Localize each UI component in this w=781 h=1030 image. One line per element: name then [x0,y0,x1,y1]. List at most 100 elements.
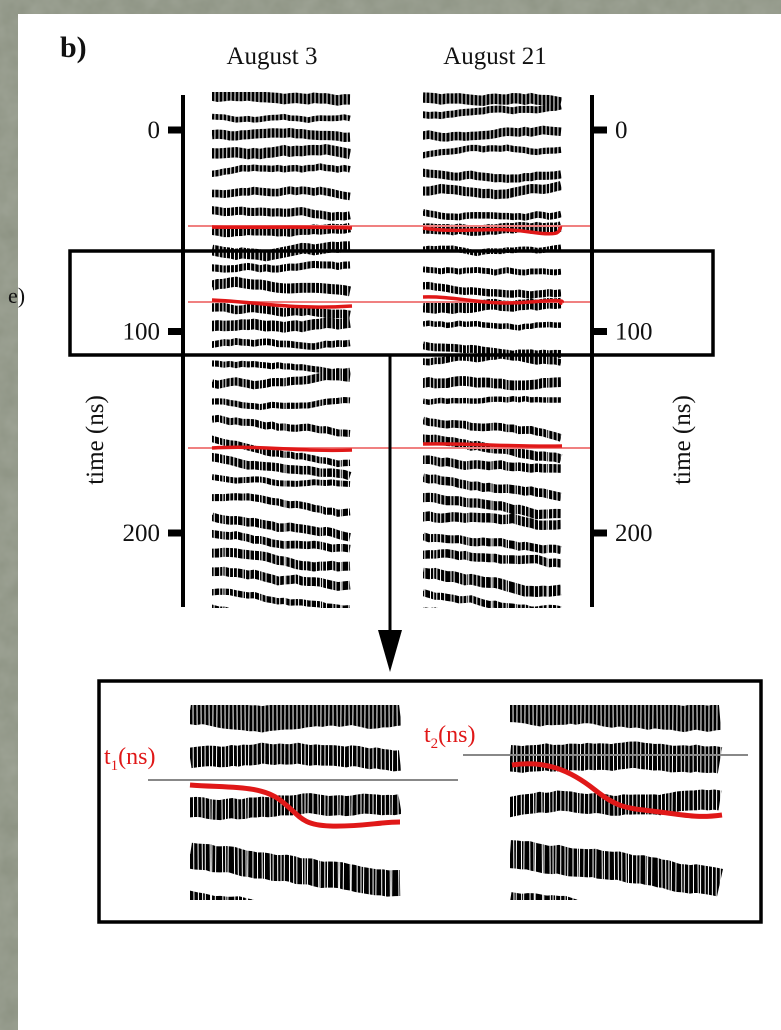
reflection [212,317,351,333]
trace [600,705,603,900]
trace [211,705,214,900]
inset-horizon [511,761,723,819]
trace [631,705,634,900]
trace [285,92,288,608]
reflection [190,705,402,733]
trace [258,92,261,608]
reflection [423,589,562,608]
axis-label: time (ns) [82,395,109,485]
trace [551,92,555,608]
reflection [510,741,723,774]
trace [555,705,558,900]
trace [578,705,582,900]
trace [227,705,230,900]
reflection [212,241,351,262]
trace [265,92,268,608]
reflection [423,320,561,331]
trace [319,705,322,900]
trace [656,705,660,900]
inset-horizon [189,782,401,829]
trace [501,92,504,608]
trace [278,92,281,608]
trace [338,705,342,900]
trace [507,92,511,608]
trace [650,705,654,900]
panel-label: b) [60,31,87,64]
trace [444,92,447,608]
reflection [423,181,563,200]
trace [567,705,570,900]
trace [200,705,204,900]
trace [492,92,495,608]
trace [472,92,475,608]
trace [260,705,263,900]
trace [256,705,259,900]
trace [449,92,452,608]
radargram [190,705,405,900]
trace [391,705,394,900]
trace [316,705,320,900]
trace [249,92,252,608]
trace [213,92,216,608]
trace [532,705,535,900]
trace [400,705,403,900]
trace [680,705,683,900]
trace [424,92,427,608]
trace [270,92,273,608]
trace [396,705,400,900]
trace [528,705,531,900]
trace [338,92,342,608]
tick-label: 0 [615,117,628,144]
reflection [510,705,722,733]
trace [224,705,227,900]
trace [560,92,563,608]
reflection [423,395,562,406]
trace [292,705,295,900]
trace [528,92,531,608]
trace [516,92,519,608]
inset-label: t2(ns) [424,722,476,752]
trace [520,92,523,608]
trace [576,705,579,900]
trace [388,705,391,900]
reflection [212,113,351,124]
trace [436,92,439,608]
trace [350,705,354,900]
trace [523,705,526,900]
trace [646,705,650,900]
trace [547,92,551,608]
trace [439,92,443,608]
trace [341,92,344,608]
reflection [423,144,562,159]
reflection [423,92,563,108]
trace [214,705,218,900]
column-title: August 3 [227,43,318,70]
trace [236,92,240,608]
trace [537,92,540,608]
trace [675,705,678,900]
trace [375,705,378,900]
column-title: August 21 [443,43,546,70]
trace [457,92,461,608]
tick-label: 200 [615,520,653,547]
trace [583,705,586,900]
trace [515,705,518,900]
trace [192,705,195,900]
trace [282,92,285,608]
reflection [212,163,351,178]
trace [232,92,236,608]
trace [330,92,334,608]
trace [465,92,468,608]
trace [289,92,292,608]
trace [247,705,250,900]
trace [711,705,714,900]
trace [556,92,559,608]
trace [228,92,232,608]
trace [587,705,590,900]
trace [541,92,544,608]
trace [224,92,228,608]
trace [232,705,236,900]
trace [670,705,674,900]
tick-label: 200 [123,520,161,547]
